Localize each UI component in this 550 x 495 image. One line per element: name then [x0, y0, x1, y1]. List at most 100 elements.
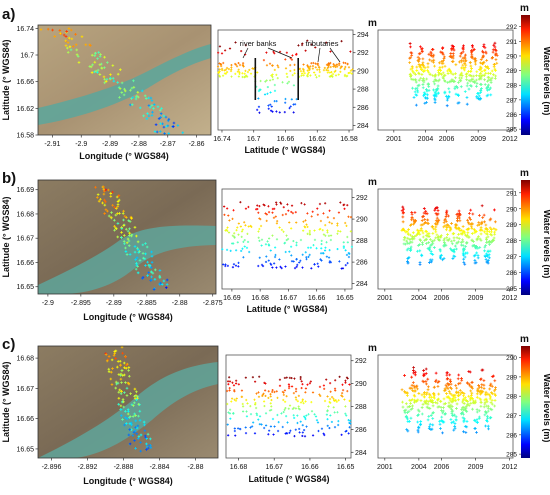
timeseries-point	[413, 234, 417, 238]
map-point	[116, 205, 120, 208]
timeseries-point	[481, 56, 485, 59]
map-point	[69, 48, 73, 52]
timeseries-point	[426, 218, 430, 222]
timeseries-point	[488, 249, 492, 253]
map-point	[136, 265, 140, 268]
map-point	[146, 432, 150, 436]
profile-point	[269, 402, 272, 405]
profile-point	[310, 267, 313, 270]
timeseries-point	[426, 388, 430, 392]
map-point	[147, 114, 151, 118]
timeseries-point	[444, 228, 448, 232]
map-point	[119, 373, 122, 377]
profile-point	[320, 427, 324, 430]
profile-point	[336, 411, 339, 414]
colorbar-a-label: Water levels (m)	[542, 47, 550, 116]
map-point	[103, 66, 106, 69]
y-tick-label: 16.68	[16, 211, 34, 218]
profile-point	[324, 202, 327, 205]
map-c-frame	[37, 345, 219, 459]
timeseries-point	[440, 253, 443, 257]
profile-point	[263, 426, 266, 430]
timeseries-point	[435, 216, 439, 220]
profile-point	[233, 398, 236, 401]
timeseries-point	[489, 233, 493, 236]
profile-point	[222, 61, 225, 65]
profile-point	[301, 253, 304, 256]
y-tick-label: 284	[355, 450, 367, 457]
timeseries-point	[462, 419, 466, 422]
profile-point	[344, 412, 347, 415]
timeseries-point	[448, 80, 452, 83]
annotation-arrow	[329, 47, 341, 63]
profile-point	[345, 253, 349, 257]
timeseries-point	[431, 241, 435, 245]
y-tick-label: 16.66	[16, 79, 34, 86]
timeseries-point	[454, 384, 458, 387]
profile-point	[245, 398, 248, 402]
profile-point	[275, 99, 278, 103]
timeseries-point	[465, 399, 468, 403]
x-tick-label: 2004	[418, 136, 434, 143]
profile-point	[304, 251, 307, 254]
timeseries-point	[406, 420, 410, 424]
map-point	[107, 367, 111, 371]
timeseries-point	[481, 62, 485, 66]
timeseries-point	[462, 392, 466, 395]
profile-point	[339, 70, 342, 73]
timeseries-point	[457, 382, 460, 386]
timeseries-point	[410, 407, 414, 410]
timeseries-point	[495, 54, 499, 57]
map-point	[146, 274, 149, 277]
map-point	[150, 261, 154, 264]
map-point	[148, 264, 152, 267]
map-point	[117, 86, 121, 89]
row-b: -2.9 -2.895 -2.89 -2.885 -2.88 -2.87516.6916.…	[1, 168, 550, 322]
profile-point	[278, 50, 282, 53]
timeseries-point	[412, 220, 416, 224]
timeseries-point	[403, 374, 406, 377]
map-point	[132, 85, 136, 89]
profile-point	[249, 405, 252, 408]
timeseries-point	[433, 97, 437, 101]
profile-point	[275, 203, 278, 206]
map-point	[128, 416, 131, 419]
timeseries-point	[484, 71, 488, 75]
profile-point	[328, 221, 331, 224]
profile-point	[314, 73, 317, 77]
timeseries-point	[432, 246, 436, 249]
profile-point	[268, 237, 271, 240]
map-point	[135, 432, 139, 436]
profile-point	[282, 230, 285, 233]
timeseries-point	[438, 66, 442, 69]
x-tick-label: 2009	[470, 136, 486, 143]
timeseries-point	[414, 103, 418, 107]
colorbar-tick-label: 290	[506, 206, 517, 213]
profile-a-points	[216, 39, 354, 114]
map-point	[127, 382, 131, 386]
profile-point	[316, 421, 320, 424]
map-point	[114, 380, 118, 384]
timeseries-point	[410, 383, 414, 387]
profile-point	[292, 84, 296, 87]
profile-point	[339, 201, 342, 204]
map-point	[152, 103, 156, 106]
timeseries-point	[423, 395, 426, 399]
map-point	[58, 29, 62, 32]
profile-point	[288, 107, 291, 110]
profile-point	[348, 426, 351, 429]
map-point	[150, 275, 153, 279]
map-point	[151, 271, 155, 275]
profile-point	[270, 74, 273, 77]
map-point	[126, 412, 130, 416]
map-point	[127, 366, 131, 369]
profile-point	[233, 390, 236, 393]
timeseries-point	[483, 249, 486, 253]
timeseries-a-points	[408, 41, 499, 108]
profile-point	[312, 244, 315, 247]
map-point	[119, 404, 123, 408]
timeseries-point	[488, 393, 491, 397]
profile-point	[238, 63, 242, 67]
timeseries-point	[411, 69, 415, 73]
x-tick-label: 2012	[502, 295, 518, 302]
